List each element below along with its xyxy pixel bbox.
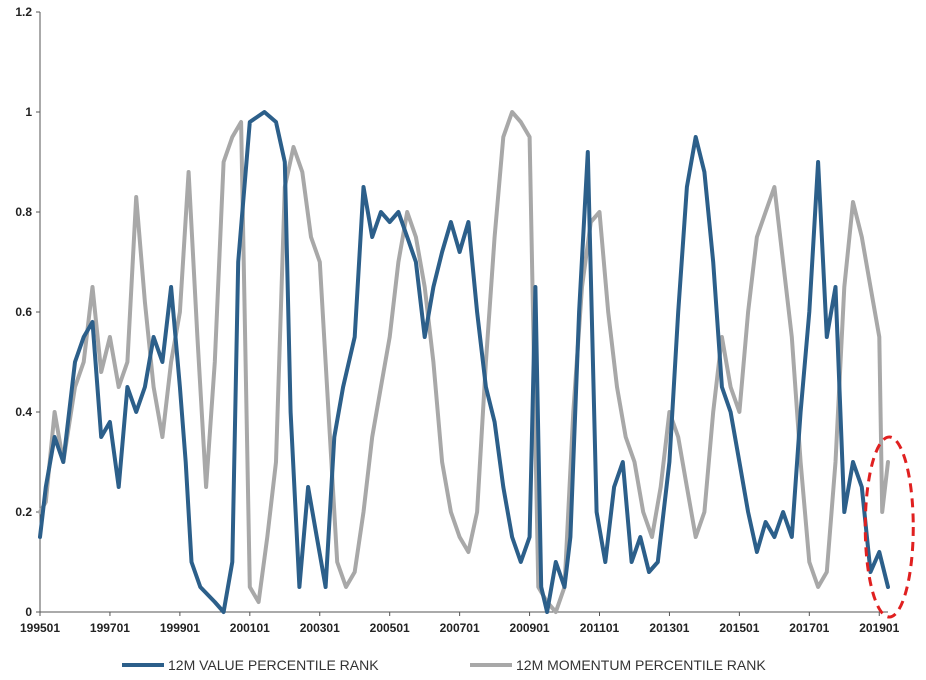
value-series-line — [38, 110, 890, 614]
x-tick-label: 201501 — [719, 621, 759, 635]
series-layer — [38, 110, 890, 614]
x-axis-ticks: 199501 199701 199901 200101 200301 200501 2007… — [20, 612, 900, 635]
y-tick-label: 1 — [25, 105, 32, 119]
y-tick-label: 0.6 — [15, 305, 32, 319]
y-tick-label: 1.2 — [15, 5, 32, 19]
momentum-series-line — [38, 110, 890, 614]
y-tick-label: 0.4 — [15, 405, 32, 419]
x-tick-label: 201701 — [789, 621, 829, 635]
x-tick-label: 200101 — [230, 621, 270, 635]
x-tick-label: 200901 — [510, 621, 550, 635]
x-tick-label: 201301 — [649, 621, 689, 635]
y-tick-label: 0.2 — [15, 505, 32, 519]
y-axis-ticks: 0 0.2 0.4 0.6 0.8 1 1.2 — [15, 5, 40, 619]
x-tick-label: 199901 — [160, 621, 200, 635]
legend-value-label: 12M VALUE PERCENTILE RANK — [168, 657, 379, 673]
x-tick-label: 199701 — [90, 621, 130, 635]
y-tick-label: 0 — [25, 605, 32, 619]
x-tick-label: 201101 — [580, 621, 620, 635]
x-tick-label: 201901 — [859, 621, 899, 635]
highlight-annotation — [863, 435, 915, 619]
x-tick-label: 200501 — [370, 621, 410, 635]
legend-momentum-label: 12M MOMENTUM PERCENTILE RANK — [516, 657, 766, 673]
y-tick-label: 0.8 — [15, 205, 32, 219]
x-tick-label: 200301 — [300, 621, 340, 635]
x-tick-label: 200701 — [440, 621, 480, 635]
chart-legend: 12M VALUE PERCENTILE RANK 12M MOMENTUM P… — [122, 657, 766, 673]
x-tick-label: 199501 — [20, 621, 60, 635]
